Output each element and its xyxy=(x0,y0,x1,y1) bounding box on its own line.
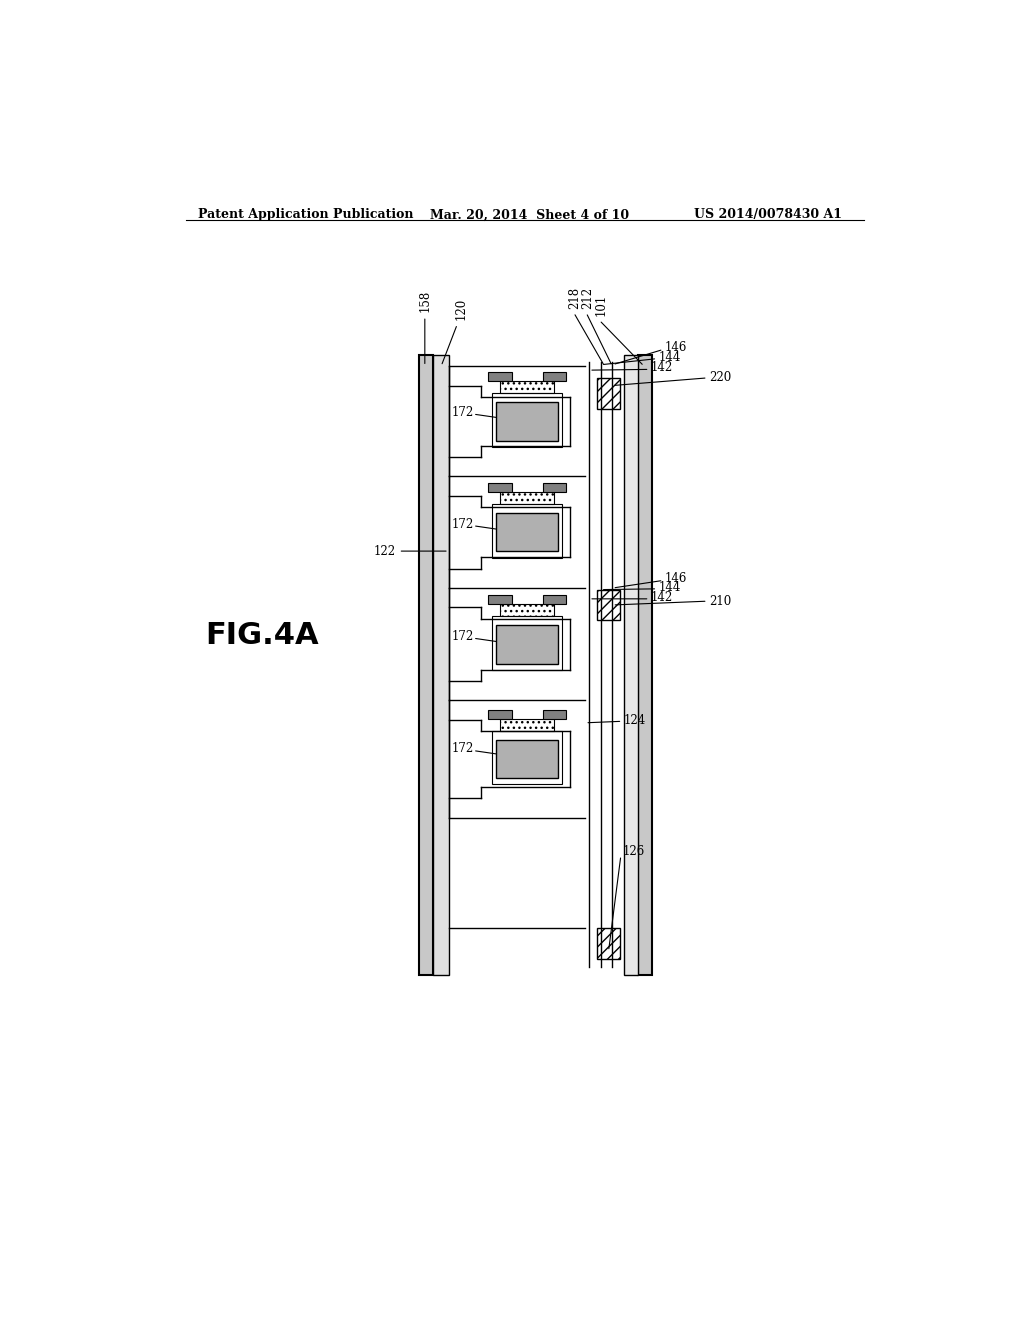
Text: 210: 210 xyxy=(710,594,731,607)
Text: 142: 142 xyxy=(651,591,674,603)
Bar xyxy=(597,590,621,620)
Text: 101: 101 xyxy=(594,294,607,317)
Bar xyxy=(597,378,621,409)
Text: Patent Application Publication: Patent Application Publication xyxy=(198,209,414,222)
Bar xyxy=(500,492,554,504)
Bar xyxy=(488,595,512,605)
Bar xyxy=(496,513,558,552)
Bar xyxy=(496,626,558,664)
Bar xyxy=(500,381,554,393)
Bar xyxy=(500,719,554,730)
Bar xyxy=(624,355,638,974)
Text: Mar. 20, 2014  Sheet 4 of 10: Mar. 20, 2014 Sheet 4 of 10 xyxy=(430,209,630,222)
Bar xyxy=(420,355,433,974)
Text: 146: 146 xyxy=(665,341,687,354)
Bar xyxy=(496,403,558,441)
Bar xyxy=(488,710,512,719)
Text: 146: 146 xyxy=(665,572,687,585)
Text: 172: 172 xyxy=(452,742,474,755)
Bar xyxy=(493,393,562,446)
Text: 212: 212 xyxy=(581,286,594,309)
Bar xyxy=(488,372,512,381)
Bar xyxy=(543,595,566,605)
Text: 158: 158 xyxy=(419,290,431,313)
Bar xyxy=(500,605,554,615)
Text: 172: 172 xyxy=(452,407,474,418)
Text: 144: 144 xyxy=(658,581,681,594)
Text: 144: 144 xyxy=(658,351,681,363)
Bar xyxy=(543,483,566,492)
Bar xyxy=(638,355,652,974)
Text: 124: 124 xyxy=(624,714,646,727)
Text: 120: 120 xyxy=(455,298,468,321)
Text: 172: 172 xyxy=(452,630,474,643)
Text: 122: 122 xyxy=(374,545,395,557)
Text: 172: 172 xyxy=(452,517,474,531)
Bar xyxy=(543,372,566,381)
Bar xyxy=(449,355,624,974)
Bar xyxy=(597,928,621,960)
Bar xyxy=(488,483,512,492)
Bar xyxy=(493,730,562,784)
Bar xyxy=(493,615,562,669)
Bar xyxy=(543,710,566,719)
Bar xyxy=(493,504,562,557)
Bar xyxy=(433,355,449,974)
Bar xyxy=(496,739,558,779)
Text: 126: 126 xyxy=(623,845,645,858)
Text: US 2014/0078430 A1: US 2014/0078430 A1 xyxy=(693,209,842,222)
Text: FIG.4A: FIG.4A xyxy=(206,622,319,651)
Text: 220: 220 xyxy=(710,371,731,384)
Text: 142: 142 xyxy=(651,362,674,375)
Text: 218: 218 xyxy=(568,286,582,309)
